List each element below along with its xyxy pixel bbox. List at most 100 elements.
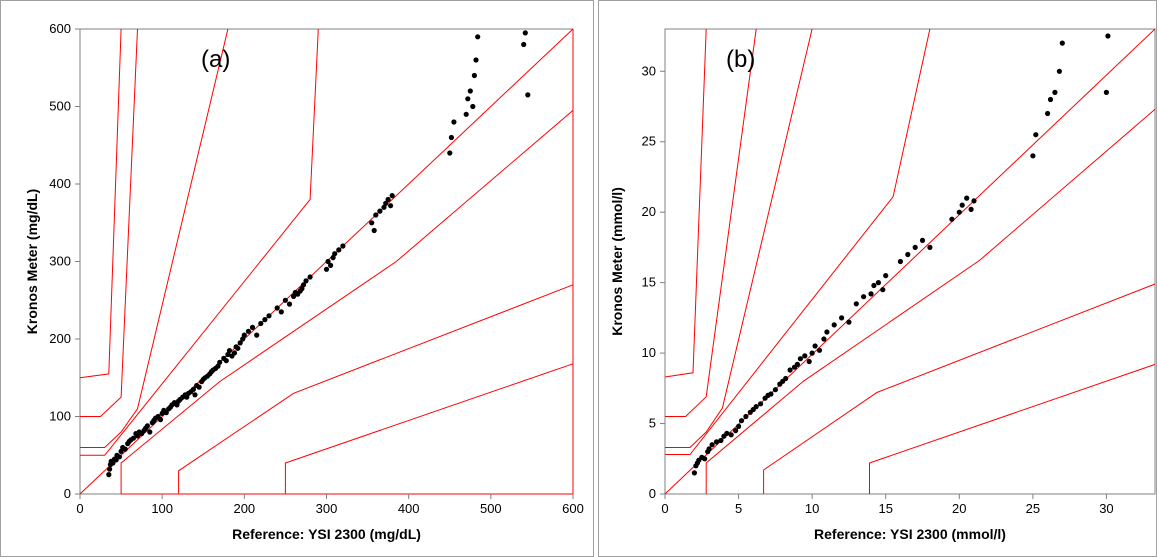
data-point	[130, 435, 136, 441]
data-point	[291, 293, 297, 299]
data-point	[325, 258, 331, 265]
y-tick-label: 600	[49, 21, 71, 36]
data-point	[959, 202, 965, 208]
y-axis-title: Kronos Meter (mg/dL)	[24, 189, 40, 334]
data-point	[217, 359, 223, 365]
data-point	[300, 282, 307, 288]
zone-boundary-line	[665, 28, 813, 448]
x-tick-label: 0	[76, 501, 83, 516]
data-point	[389, 193, 395, 199]
data-point	[1056, 68, 1062, 74]
data-point	[912, 244, 918, 250]
data-point	[871, 282, 877, 289]
data-point	[470, 103, 476, 110]
data-point	[190, 386, 196, 392]
data-point	[821, 336, 827, 342]
zone-boundary-line	[763, 283, 1156, 494]
data-point	[122, 446, 128, 452]
data-point	[853, 301, 859, 307]
x-axis-title: Reference: YSI 2300 (mmol/l)	[814, 526, 1006, 542]
data-point	[118, 448, 124, 454]
data-point	[274, 305, 280, 311]
x-tick-label: 30	[1099, 501, 1113, 516]
y-tick-label: 25	[642, 134, 656, 149]
data-point	[724, 430, 730, 436]
data-point	[706, 446, 712, 452]
y-tick-label: 200	[49, 331, 71, 346]
data-point	[772, 387, 778, 393]
data-point	[107, 466, 113, 472]
zone-boundary-line	[80, 28, 138, 417]
data-point	[144, 423, 150, 429]
y-tick-label: 20	[642, 204, 656, 219]
data-point	[467, 88, 473, 94]
y-tick-label: 0	[64, 486, 71, 501]
zone-boundary-line	[80, 28, 319, 456]
data-point	[106, 472, 112, 478]
data-point	[231, 350, 238, 356]
zone-boundary-line	[79, 28, 122, 379]
data-point	[245, 328, 251, 334]
data-point	[303, 278, 309, 284]
data-point	[971, 198, 977, 204]
x-tick-label: 200	[233, 501, 255, 516]
data-point	[383, 200, 389, 206]
data-point	[196, 384, 202, 390]
data-point	[1047, 96, 1054, 103]
x-tick-label: 20	[952, 501, 966, 516]
x-tick-label: 400	[398, 501, 420, 516]
data-point	[1045, 110, 1051, 117]
data-point	[743, 413, 749, 420]
data-point	[783, 375, 789, 382]
x-tick-label: 0	[661, 501, 668, 516]
data-point	[758, 401, 764, 407]
data-point	[956, 209, 962, 215]
data-point	[262, 317, 268, 323]
data-point	[286, 301, 293, 307]
data-point	[802, 353, 808, 359]
x-tick-label: 300	[316, 501, 338, 516]
data-point	[323, 266, 330, 272]
data-point	[831, 322, 837, 328]
data-point	[249, 324, 256, 330]
data-point	[134, 433, 141, 439]
data-point	[964, 195, 970, 201]
data-point	[753, 404, 759, 410]
data-point	[473, 57, 479, 63]
data-point	[225, 351, 231, 358]
data-point	[691, 470, 697, 476]
data-point	[702, 456, 708, 462]
x-tick-label: 10	[805, 501, 819, 516]
y-tick-label: 5	[649, 416, 656, 431]
data-point	[713, 439, 720, 445]
data-point	[110, 460, 116, 466]
data-point	[824, 329, 830, 335]
data-point	[235, 345, 241, 351]
data-point	[278, 309, 284, 315]
x-tick-label: 100	[151, 501, 173, 516]
data-point	[254, 332, 260, 338]
data-point	[471, 72, 477, 79]
data-point	[332, 251, 338, 257]
panel-label: (a)	[201, 46, 230, 73]
y-tick-label: 0	[649, 486, 656, 501]
data-point	[846, 319, 852, 325]
data-point	[728, 432, 734, 438]
data-point	[174, 402, 180, 408]
data-point	[241, 332, 247, 338]
y-tick-label: 30	[642, 63, 656, 78]
data-point	[336, 247, 342, 253]
x-tick-label: 500	[480, 501, 502, 516]
data-point	[157, 417, 164, 423]
zone-boundary-line	[869, 363, 1156, 494]
data-point	[388, 203, 394, 209]
data-point	[1105, 33, 1111, 39]
x-axis-title: Reference: YSI 2300 (mg/dL)	[232, 526, 421, 542]
data-point	[330, 255, 336, 261]
data-point	[949, 216, 955, 222]
data-point	[875, 280, 881, 286]
x-tick-label: 5	[735, 501, 742, 516]
panel-label: (b)	[726, 46, 755, 73]
data-point	[787, 367, 793, 373]
data-point	[463, 111, 469, 117]
